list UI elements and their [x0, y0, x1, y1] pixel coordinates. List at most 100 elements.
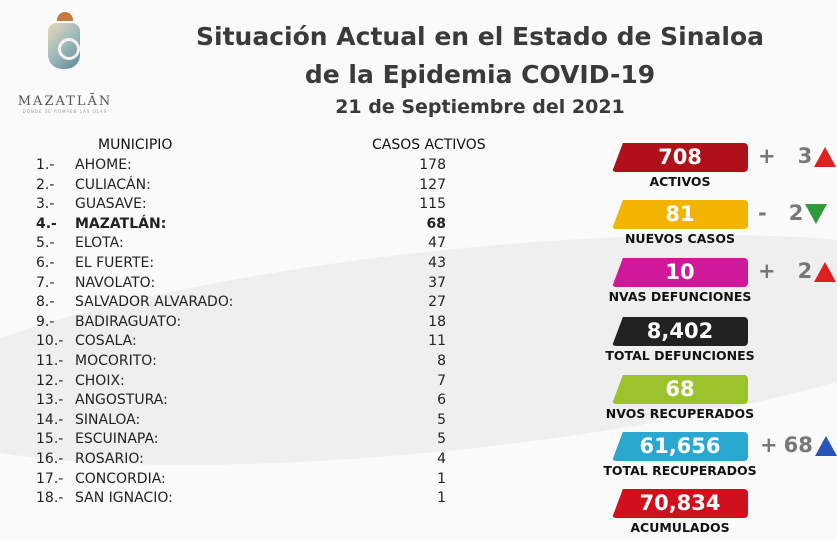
table-row: 16.- ROSARIO: 4 [36, 451, 446, 470]
row-number: 17.- [36, 470, 64, 487]
casos-activos-value: 47 [428, 235, 446, 252]
municipio-name: COSALA: [75, 333, 137, 350]
row-number: 6.- [36, 255, 55, 271]
delta-sign: + [758, 144, 776, 168]
municipio-name: ELOTA: [75, 235, 124, 252]
casos-activos-value: 6 [437, 392, 446, 409]
row-number: 13.- [36, 392, 64, 409]
row-number: 15.- [36, 431, 64, 448]
table-row: 12.- CHOIX: 7 [36, 373, 446, 392]
stat-delta: -2 [758, 201, 828, 225]
casos-activos-value: 1 [437, 470, 446, 487]
table-row: 7.- NAVOLATO: 37 [36, 275, 446, 294]
casos-activos-value: 11 [428, 333, 446, 350]
logo-name: MAZATLĀN [17, 94, 113, 109]
municipio-name: EL FUERTE: [75, 255, 155, 271]
page-title: Situación Actual en el Estado de Sinaloa [196, 22, 764, 51]
page-subtitle: de la Epidemia COVID-19 [304, 60, 656, 89]
logo-tagline: DONDE SE ROMPEN LAS OLAS [22, 109, 108, 114]
row-number: 3.- [36, 196, 55, 213]
mazatlan-logo: MAZATLĀN DONDE SE ROMPEN LAS OLAS [10, 8, 120, 114]
row-number: 14.- [36, 411, 64, 428]
casos-activos-value: 8 [437, 353, 446, 369]
casos-activos-value: 18 [428, 313, 446, 330]
stat-label: NVAS DEFUNCIONES [608, 289, 752, 304]
table-row: 1.- AHOME: 178 [36, 157, 446, 176]
municipio-name: NAVOLATO: [75, 274, 156, 291]
municipio-name: CHOIX: [75, 372, 125, 389]
municipio-name: MAZATLÁN: [75, 215, 167, 232]
delta-value: 68 [783, 433, 813, 457]
table-row: 3.- GUASAVE: 115 [36, 196, 446, 215]
casos-activos-value: 127 [419, 176, 446, 193]
row-number: 8.- [36, 294, 55, 311]
delta-sign: - [758, 201, 767, 225]
municipio-name: CULIACÁN: [75, 176, 151, 193]
delta-value: 2 [788, 201, 804, 225]
municipio-name: ANGOSTURA: [75, 392, 168, 409]
table-row: 10.- COSALA: 11 [36, 333, 446, 352]
stat-value-card: 68 [612, 375, 748, 404]
municipio-name: AHOME: [75, 157, 132, 173]
stat-value-card: 61,656 [612, 432, 748, 461]
casos-activos-value: 68 [426, 215, 446, 232]
municipio-name: CONCORDIA: [75, 470, 166, 487]
municipio-name: BADIRAGUATO: [75, 313, 182, 330]
arrow-up-icon [814, 436, 837, 456]
table-row: 17.- CONCORDIA: 1 [36, 471, 446, 490]
logo-emblem-icon [45, 12, 85, 76]
table-row: 11.- MOCORITO: 8 [36, 353, 446, 372]
stat-delta: +3 [758, 144, 837, 168]
delta-value: 3 [797, 144, 813, 168]
casos-activos-value: 5 [437, 411, 446, 428]
stat-label: TOTAL RECUPERADOS [603, 463, 757, 478]
arrow-up-icon [814, 147, 837, 167]
row-number: 12.- [36, 372, 64, 389]
municipio-name: SALVADOR ALVARADO: [75, 294, 234, 311]
stat-value-card: 708 [612, 143, 748, 172]
table-row: 8.- SALVADOR ALVARADO: 27 [36, 294, 446, 313]
row-number: 4.- [36, 215, 57, 232]
row-number: 1.- [36, 157, 55, 173]
casos-activos-value: 37 [428, 274, 446, 291]
casos-activos-value: 4 [437, 451, 446, 467]
casos-activos-value: 27 [428, 294, 446, 311]
row-number: 9.- [36, 313, 55, 330]
row-number: 2.- [36, 176, 55, 193]
row-number: 7.- [36, 274, 55, 291]
row-number: 10.- [36, 333, 64, 350]
stat-label: ACTIVOS [649, 174, 711, 189]
casos-activos-value: 115 [419, 196, 446, 213]
table-row: 14.- SINALOA: 5 [36, 412, 446, 431]
casos-activos-value: 1 [437, 490, 446, 507]
stat-label: NUEVOS CASOS [624, 231, 736, 246]
municipio-name: ROSARIO: [75, 451, 144, 467]
municipio-name: GUASAVE: [75, 196, 147, 213]
header-casos-activos: CASOS ACTIVOS [372, 137, 486, 153]
municipio-name: ESCUINAPA: [75, 431, 159, 448]
delta-sign: + [760, 433, 778, 457]
casos-activos-value: 7 [437, 372, 446, 389]
casos-activos-value: 178 [419, 157, 446, 173]
delta-sign: + [758, 259, 776, 283]
municipio-name: SINALOA: [75, 411, 141, 428]
table-row: 4.- MAZATLÁN: 68 [36, 216, 446, 235]
stat-value-card: 70,834 [612, 489, 748, 518]
stat-label: TOTAL DEFUNCIONES [605, 348, 755, 363]
stat-value-card: 10 [612, 258, 748, 287]
table-row: 2.- CULIACÁN: 127 [36, 177, 446, 196]
table-row: 18.- SAN IGNACIO: 1 [36, 490, 446, 509]
stat-label: NVOS RECUPERADOS [605, 406, 755, 421]
stat-delta: +68 [760, 433, 837, 457]
municipio-name: MOCORITO: [75, 353, 157, 369]
arrow-up-icon [814, 262, 837, 282]
table-row: 13.- ANGOSTURA: 6 [36, 392, 446, 411]
stat-value-card: 81 [612, 200, 748, 229]
stat-delta: +2 [758, 259, 837, 283]
delta-value: 2 [797, 259, 813, 283]
stat-value-card: 8,402 [612, 317, 748, 346]
arrow-down-icon [805, 204, 828, 224]
header-municipio: MUNICIPIO [98, 137, 173, 153]
report-date: 21 de Septiembre del 2021 [335, 96, 625, 118]
municipio-name: SAN IGNACIO: [75, 490, 173, 507]
